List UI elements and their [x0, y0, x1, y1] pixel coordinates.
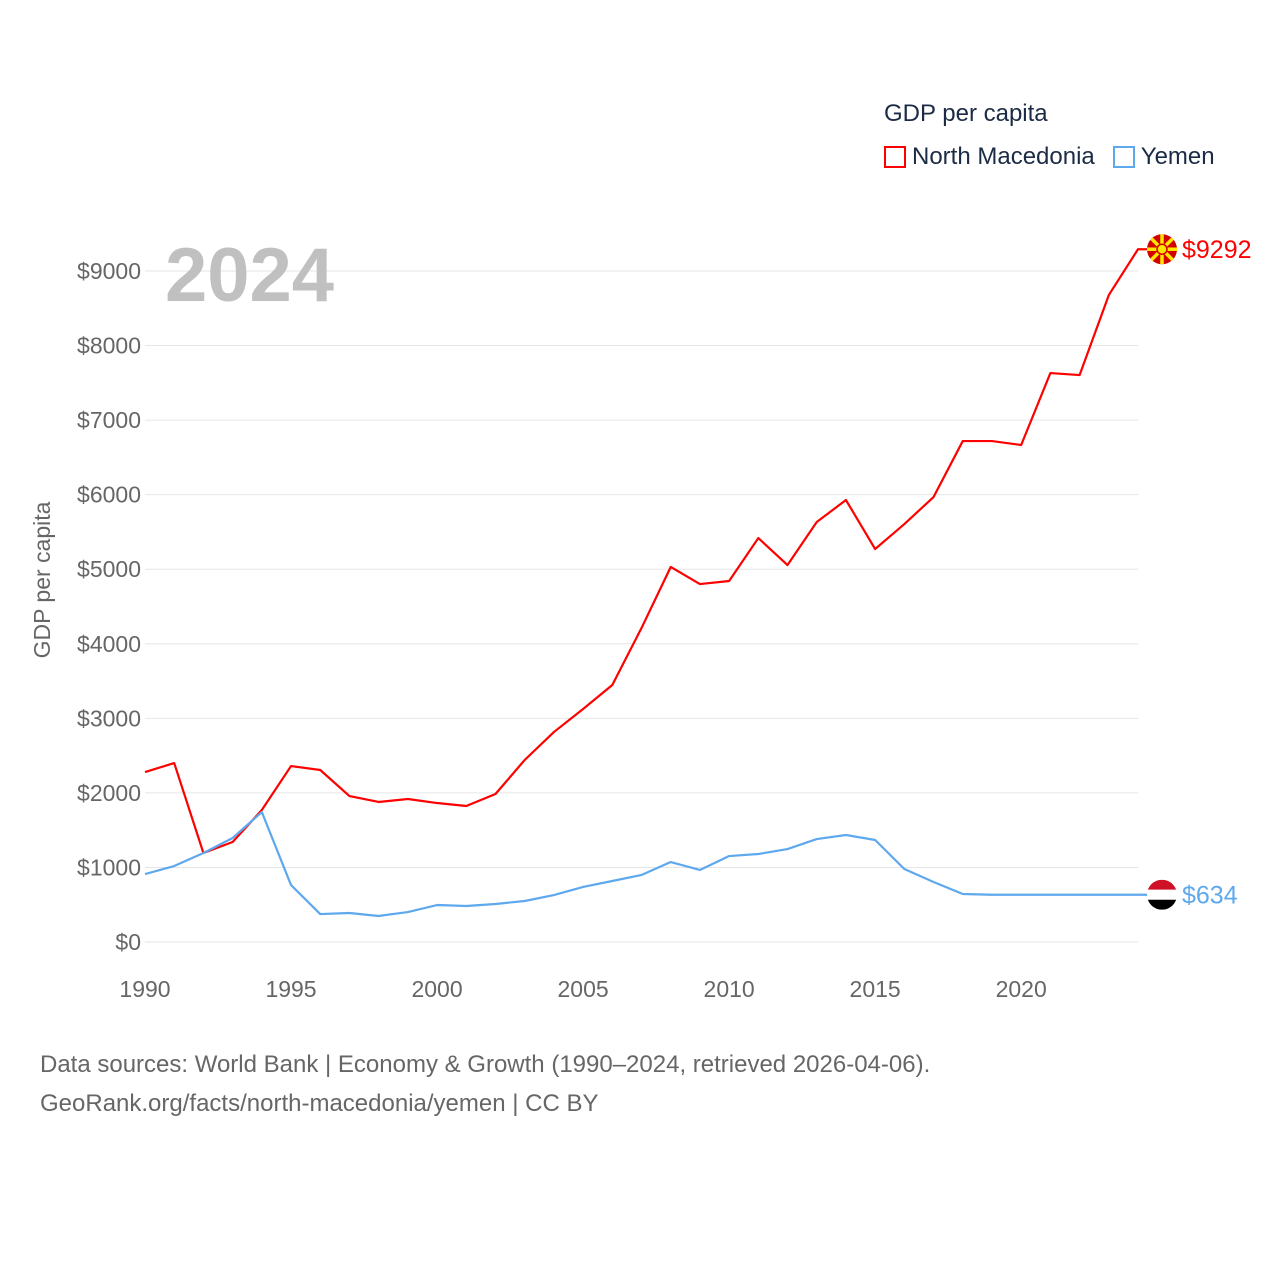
legend-item-yemen[interactable]: Yemen [1112, 143, 1215, 171]
flag-stripe [1147, 879, 1177, 890]
x-tick-label: 2000 [411, 976, 462, 1002]
legend-title: GDP per capita [884, 100, 1048, 127]
y-tick-label: $3000 [77, 705, 141, 731]
y-tick-label: $1000 [77, 854, 141, 880]
y-tick-label: $8000 [77, 333, 141, 359]
y-tick-label: $2000 [77, 780, 141, 806]
legend-swatch [884, 146, 906, 168]
legend-item-north-macedonia[interactable]: North Macedonia [884, 143, 1095, 171]
y-tick-label: $7000 [77, 407, 141, 433]
y-tick-label: $6000 [77, 482, 141, 508]
x-tick-label: 1990 [119, 976, 170, 1002]
x-tick-label: 2015 [850, 976, 901, 1002]
y-tick-label: $4000 [77, 631, 141, 657]
legend-label: North Macedonia [912, 143, 1095, 170]
series-line-north-macedonia [144, 248, 1148, 855]
x-tick-label: 2010 [704, 976, 755, 1002]
y-tick-label: $5000 [77, 556, 141, 582]
legend: North Macedonia Yemen [884, 143, 1215, 171]
source-line-2: GeoRank.org/facts/north-macedonia/yemen … [40, 1090, 599, 1117]
year-label: 2024 [165, 233, 335, 318]
end-value-label: $634 [1182, 882, 1238, 910]
source-note: Data sources: World Bank | Economy & Gro… [40, 1045, 930, 1123]
x-tick-label: 2005 [558, 976, 609, 1002]
source-line-1: Data sources: World Bank | Economy & Gro… [40, 1051, 931, 1078]
y-tick-label: $9000 [77, 258, 141, 284]
flag-stripe [1147, 899, 1177, 910]
legend-label: Yemen [1140, 143, 1215, 170]
y-tick-label: $0 [115, 929, 141, 955]
x-tick-label: 2020 [996, 976, 1047, 1002]
x-tick-label: 1995 [265, 976, 316, 1002]
y-axis-label: GDP per capita [29, 501, 55, 658]
end-value-label: $9292 [1182, 236, 1252, 264]
legend-swatch [1112, 146, 1135, 168]
flag-sun [1156, 243, 1168, 255]
series-line-yemen [144, 810, 1148, 918]
flag-stripe [1147, 889, 1177, 900]
